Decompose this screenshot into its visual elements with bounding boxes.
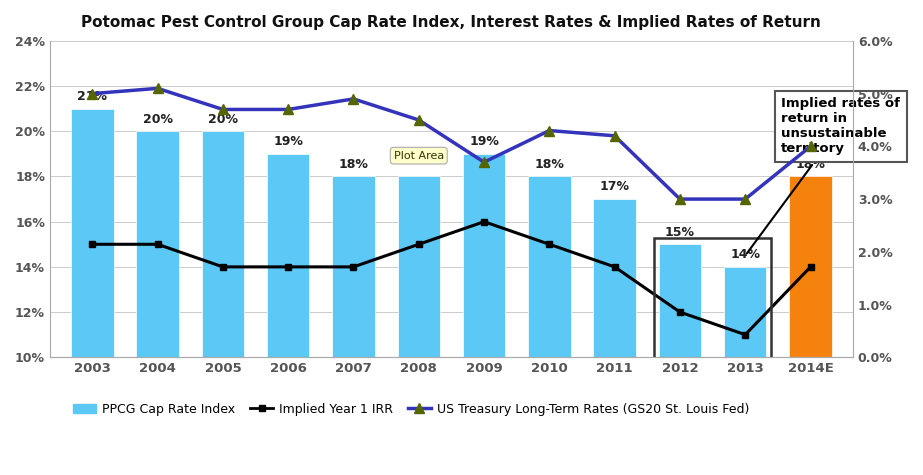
Bar bbox=[462, 154, 505, 357]
Text: Plot Area: Plot Area bbox=[393, 151, 444, 161]
Text: 20%: 20% bbox=[142, 113, 173, 126]
Text: 14%: 14% bbox=[730, 248, 761, 261]
Text: 18%: 18% bbox=[796, 158, 825, 171]
Bar bbox=[137, 131, 179, 357]
Text: 21%: 21% bbox=[78, 90, 107, 103]
Bar bbox=[71, 109, 114, 357]
Text: 19%: 19% bbox=[273, 135, 303, 148]
Bar bbox=[654, 238, 771, 360]
Text: 20%: 20% bbox=[208, 113, 238, 126]
Bar bbox=[593, 199, 636, 357]
Bar bbox=[659, 244, 701, 357]
Text: 19%: 19% bbox=[469, 135, 499, 148]
Text: Implied rates of
return in
unsustainable
territory: Implied rates of return in unsustainable… bbox=[747, 97, 900, 253]
Text: 17%: 17% bbox=[600, 180, 629, 193]
Text: 18%: 18% bbox=[339, 158, 368, 171]
Legend: PPCG Cap Rate Index, Implied Year 1 IRR, US Treasury Long-Term Rates (GS20 St. L: PPCG Cap Rate Index, Implied Year 1 IRR,… bbox=[68, 398, 754, 421]
Bar bbox=[724, 267, 766, 357]
Bar bbox=[267, 154, 309, 357]
Bar bbox=[789, 177, 832, 357]
Title: Potomac Pest Control Group Cap Rate Index, Interest Rates & Implied Rates of Ret: Potomac Pest Control Group Cap Rate Inde… bbox=[81, 15, 821, 30]
Bar bbox=[528, 177, 570, 357]
Bar bbox=[332, 177, 375, 357]
Text: 18%: 18% bbox=[534, 158, 564, 171]
Bar bbox=[398, 177, 440, 357]
Bar bbox=[201, 131, 244, 357]
Text: 15%: 15% bbox=[665, 226, 695, 238]
